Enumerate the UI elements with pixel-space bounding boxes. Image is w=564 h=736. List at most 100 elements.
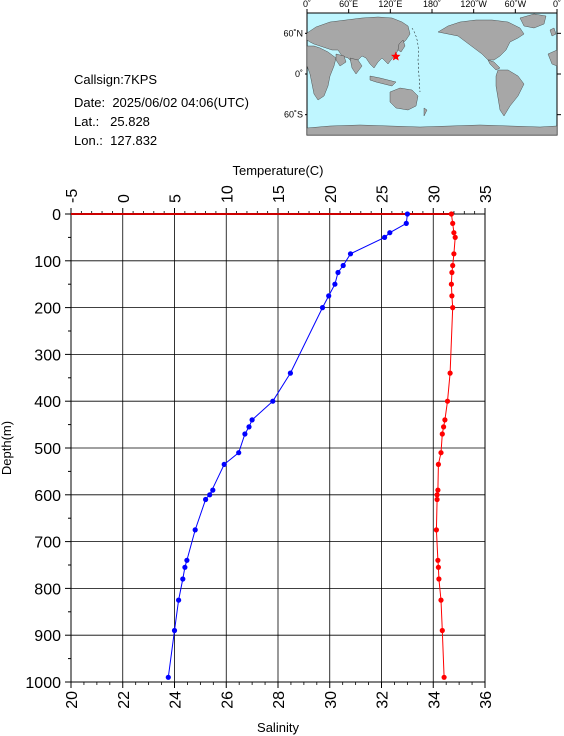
map-top-tick-label: 120˚E xyxy=(378,0,402,9)
bottom-tick-label: 20 xyxy=(64,691,81,709)
y-tick-label: 400 xyxy=(34,394,61,411)
temperature-point xyxy=(404,211,410,217)
date-label: Date: xyxy=(74,95,106,110)
lon-label: Lon.: xyxy=(74,133,103,148)
salinity-point xyxy=(439,627,445,634)
series-layer xyxy=(165,211,458,680)
y-tick-label: 600 xyxy=(34,488,61,505)
map-top-tick-label: 180˚ xyxy=(423,0,441,9)
temperature-point xyxy=(165,674,171,680)
salinity-point xyxy=(435,564,441,570)
salinity-point xyxy=(449,293,455,299)
temperature-point xyxy=(332,281,338,287)
station-star-icon xyxy=(391,51,401,61)
top-tick-label: 0 xyxy=(116,194,133,203)
y-tick-label: 700 xyxy=(34,535,61,552)
map-top-tick-label: 0˚ xyxy=(553,0,561,9)
salinity-point xyxy=(449,269,455,276)
map-top-tick-label: 60˚W xyxy=(505,0,527,9)
y-tick-label: 500 xyxy=(34,441,61,458)
salinity-point xyxy=(438,450,444,456)
map-ticks xyxy=(305,9,561,116)
date-line: Date: 2025/06/02 04:06(UTC) xyxy=(74,95,249,110)
salinity-point xyxy=(436,576,442,582)
y-axis-label: Depth(m) xyxy=(0,421,14,475)
bottom-tick-label: 22 xyxy=(116,691,133,709)
y-tick-label: 200 xyxy=(34,301,61,318)
temperature-point xyxy=(182,564,188,570)
map-top-tick-label: 0˚ xyxy=(303,0,311,9)
world-map: 0˚ 60˚E 120˚E 180˚ 120˚W 60˚W 0˚ 60˚N 0˚ 60˚S xyxy=(283,0,561,136)
temperature-point xyxy=(242,431,248,437)
map-labels: 0˚ 60˚E 120˚E 180˚ 120˚W 60˚W 0˚ 60˚N 0˚ 60˚S xyxy=(283,0,561,120)
salinity-point xyxy=(451,230,457,236)
y-tick-label: 900 xyxy=(34,628,61,645)
date-value: 2025/06/02 04:06(UTC) xyxy=(112,95,249,110)
map-left-tick-label: 60˚S xyxy=(284,110,303,120)
temperature-point xyxy=(387,230,393,236)
top-tick-label: 10 xyxy=(219,185,236,203)
salinity-point xyxy=(448,211,454,217)
temperature-point xyxy=(203,496,209,503)
salinity-point xyxy=(433,527,439,533)
temperature-point xyxy=(221,461,227,467)
salinity-point xyxy=(441,674,447,680)
bottom-tick-label: 30 xyxy=(323,691,340,709)
map-top-tick-label: 60˚E xyxy=(339,0,358,9)
map-top-tick-label: 120˚W xyxy=(460,0,487,9)
station-marker xyxy=(391,51,401,61)
salinity-point xyxy=(452,234,458,240)
salinity-point xyxy=(435,461,441,467)
salinity-point xyxy=(451,251,457,257)
temperature-point xyxy=(207,492,213,498)
top-tick-label: 20 xyxy=(323,185,340,203)
salinity-point xyxy=(450,305,456,311)
map-dashed-line xyxy=(411,27,421,93)
salinity-point xyxy=(439,431,445,437)
bottom-tick-label: 36 xyxy=(478,691,495,709)
temperature-point xyxy=(180,576,186,582)
temperature-point xyxy=(335,269,341,276)
temperature-point xyxy=(319,305,326,311)
temperature-point xyxy=(210,487,216,493)
temperature-point xyxy=(249,417,255,423)
top-tick-label: -5 xyxy=(64,189,81,203)
top-tick-label: 35 xyxy=(478,185,495,203)
map-land xyxy=(306,13,558,136)
temperature-point xyxy=(270,398,276,404)
y-tick-label: 300 xyxy=(34,347,61,364)
temperature-point xyxy=(236,450,242,456)
y-tick-label: 800 xyxy=(34,581,61,598)
y-tick-label: 0 xyxy=(52,207,61,224)
bottom-tick-label: 28 xyxy=(271,691,288,709)
top-axis-label: Temperature(C) xyxy=(232,163,323,178)
lat-label: Lat.: xyxy=(74,114,100,129)
temperature-point xyxy=(171,627,178,634)
bottom-tick-label: 24 xyxy=(168,691,185,709)
salinity-point xyxy=(435,487,441,493)
salinity-point xyxy=(438,597,444,603)
callsign-label: Callsign: xyxy=(74,72,124,87)
salinity-point xyxy=(450,262,456,269)
salinity-point xyxy=(444,398,451,404)
bottom-tick-label: 32 xyxy=(375,691,392,709)
callsign-line: Callsign:7KPS xyxy=(74,72,157,87)
map-left-tick-label: 0˚ xyxy=(295,69,303,79)
temperature-point xyxy=(347,251,354,257)
salinity-point xyxy=(450,220,456,226)
salinity-point xyxy=(441,424,447,430)
salinity-point xyxy=(435,557,441,563)
lat-line: Lat.: 25.828 xyxy=(74,114,150,129)
y-tick-label: 1000 xyxy=(25,675,61,692)
temperature-point xyxy=(184,557,190,563)
top-tick-label: 25 xyxy=(375,185,392,203)
salinity-point xyxy=(442,417,448,423)
top-tick-label: 5 xyxy=(168,194,185,203)
salinity-point xyxy=(448,281,454,287)
lon-value: 127.832 xyxy=(110,133,158,148)
callsign-value: 7KPS xyxy=(123,72,158,87)
temperature-point xyxy=(326,293,332,299)
temperature-point xyxy=(192,527,198,533)
